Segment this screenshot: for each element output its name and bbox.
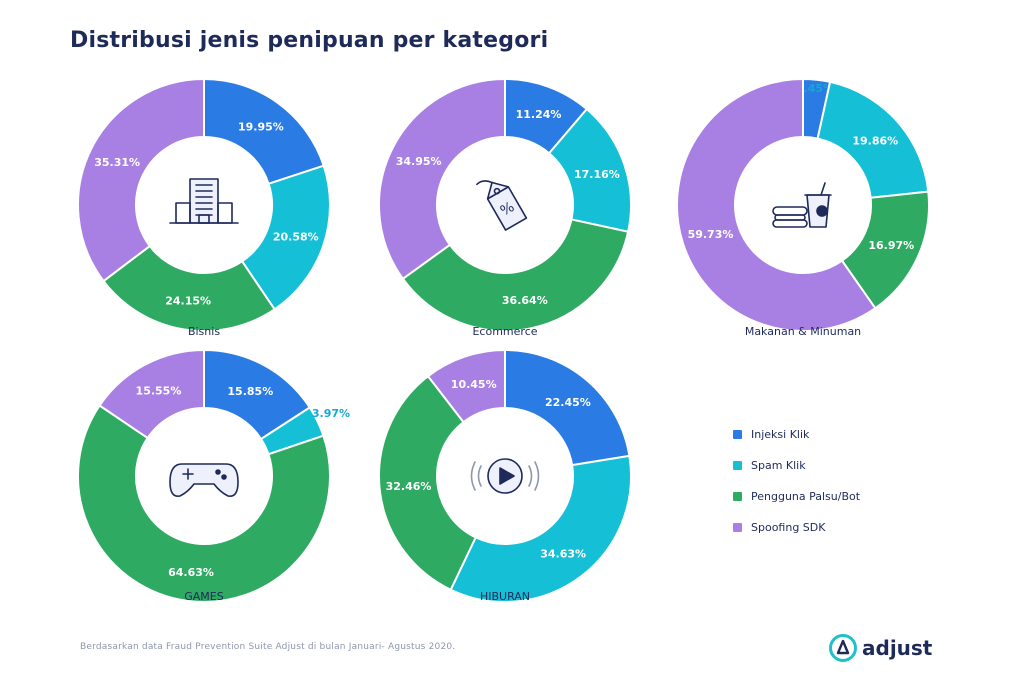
slice-label: 35.31% <box>94 156 140 169</box>
donut-slice <box>98 348 205 440</box>
legend-swatch <box>733 460 742 470</box>
slice-label: 19.86% <box>852 134 898 147</box>
legend: Injeksi Klik Spam Klik Pengguna Palsu/Bo… <box>733 426 860 550</box>
food-drink-icon <box>772 182 832 228</box>
play-media-icon <box>470 458 540 494</box>
slice-label: 17.16% <box>574 168 620 181</box>
slice-label: 3.45% <box>796 82 834 95</box>
donut-chart: 15.85% 3.97% 64.63% 15.55% GAMES <box>77 348 350 603</box>
building-icon <box>169 178 239 224</box>
donut-slice <box>240 164 331 311</box>
slice-label: 34.95% <box>396 155 442 168</box>
category-label: Ecommerce <box>472 325 537 338</box>
donut-chart: 22.45% 34.63% 32.46% 10.45% HIBURAN <box>378 348 632 603</box>
slice-label: 3.97% <box>312 407 350 420</box>
slice-label: 16.97% <box>868 239 914 252</box>
donut-slice <box>676 77 877 332</box>
legend-item: Injeksi Klik <box>733 426 860 442</box>
legend-label: Injeksi Klik <box>751 427 810 441</box>
category-label: GAMES <box>184 590 223 603</box>
donut-slice <box>77 404 331 603</box>
donut-slice <box>102 244 276 332</box>
legend-item: Spoofing SDK <box>733 519 860 535</box>
adjust-logo: adjust <box>828 633 932 663</box>
slice-label: 32.46% <box>386 480 432 493</box>
slice-label: 36.64% <box>502 294 548 307</box>
donut-slice <box>77 77 205 283</box>
gamepad-icon <box>169 463 239 498</box>
donut-slice <box>504 348 631 467</box>
legend-swatch <box>733 491 742 501</box>
donut-slice <box>401 218 630 332</box>
slice-label: 15.55% <box>136 384 182 397</box>
slice-label: 34.63% <box>540 548 586 561</box>
donut-center <box>737 139 869 271</box>
legend-item: Spam Klik <box>733 457 860 473</box>
category-label: Bisnis <box>188 325 220 338</box>
slice-label: 20.58% <box>273 230 319 243</box>
slice-label: 11.24% <box>516 108 562 121</box>
category-label: HIBURAN <box>480 590 530 603</box>
donut-chart: 3.45% 19.86% 16.97% 59.73% Makanan & Minuman <box>676 77 930 338</box>
legend-swatch <box>733 522 742 532</box>
legend-label: Pengguna Palsu/Bot <box>751 489 861 503</box>
logo-text: adjust <box>862 636 933 660</box>
legend-swatch <box>733 429 742 439</box>
slice-label: 24.15% <box>165 295 211 308</box>
legend-label: Spoofing SDK <box>751 520 826 534</box>
price-tag-icon: % <box>476 180 528 231</box>
category-label: Makanan & Minuman <box>745 325 861 338</box>
chart-title: Distribusi jenis penipuan per kategori <box>70 28 549 53</box>
legend-item: Pengguna Palsu/Bot <box>733 488 860 504</box>
donut-slice <box>378 77 506 281</box>
donut-chart: 19.95% 20.58% 24.15% 35.31% Bisnis <box>77 77 331 338</box>
slice-label: 64.63% <box>168 566 214 579</box>
adjust-logo-icon <box>829 634 857 662</box>
footnote: Berdasarkan data Fraud Prevention Suite … <box>80 642 456 652</box>
donut-chart: 11.24% 17.16% 36.64% 34.95%% Ecommerce <box>378 77 632 338</box>
slice-label: 22.45% <box>545 396 591 409</box>
legend-label: Spam Klik <box>751 458 806 472</box>
slice-label: 59.73% <box>688 228 734 241</box>
slice-label: 10.45% <box>451 378 497 391</box>
donut-slice <box>378 374 478 592</box>
donut-slice <box>426 348 506 424</box>
donut-slice <box>449 454 632 603</box>
slice-label: 19.95% <box>238 120 284 133</box>
slice-label: 15.85% <box>227 385 273 398</box>
